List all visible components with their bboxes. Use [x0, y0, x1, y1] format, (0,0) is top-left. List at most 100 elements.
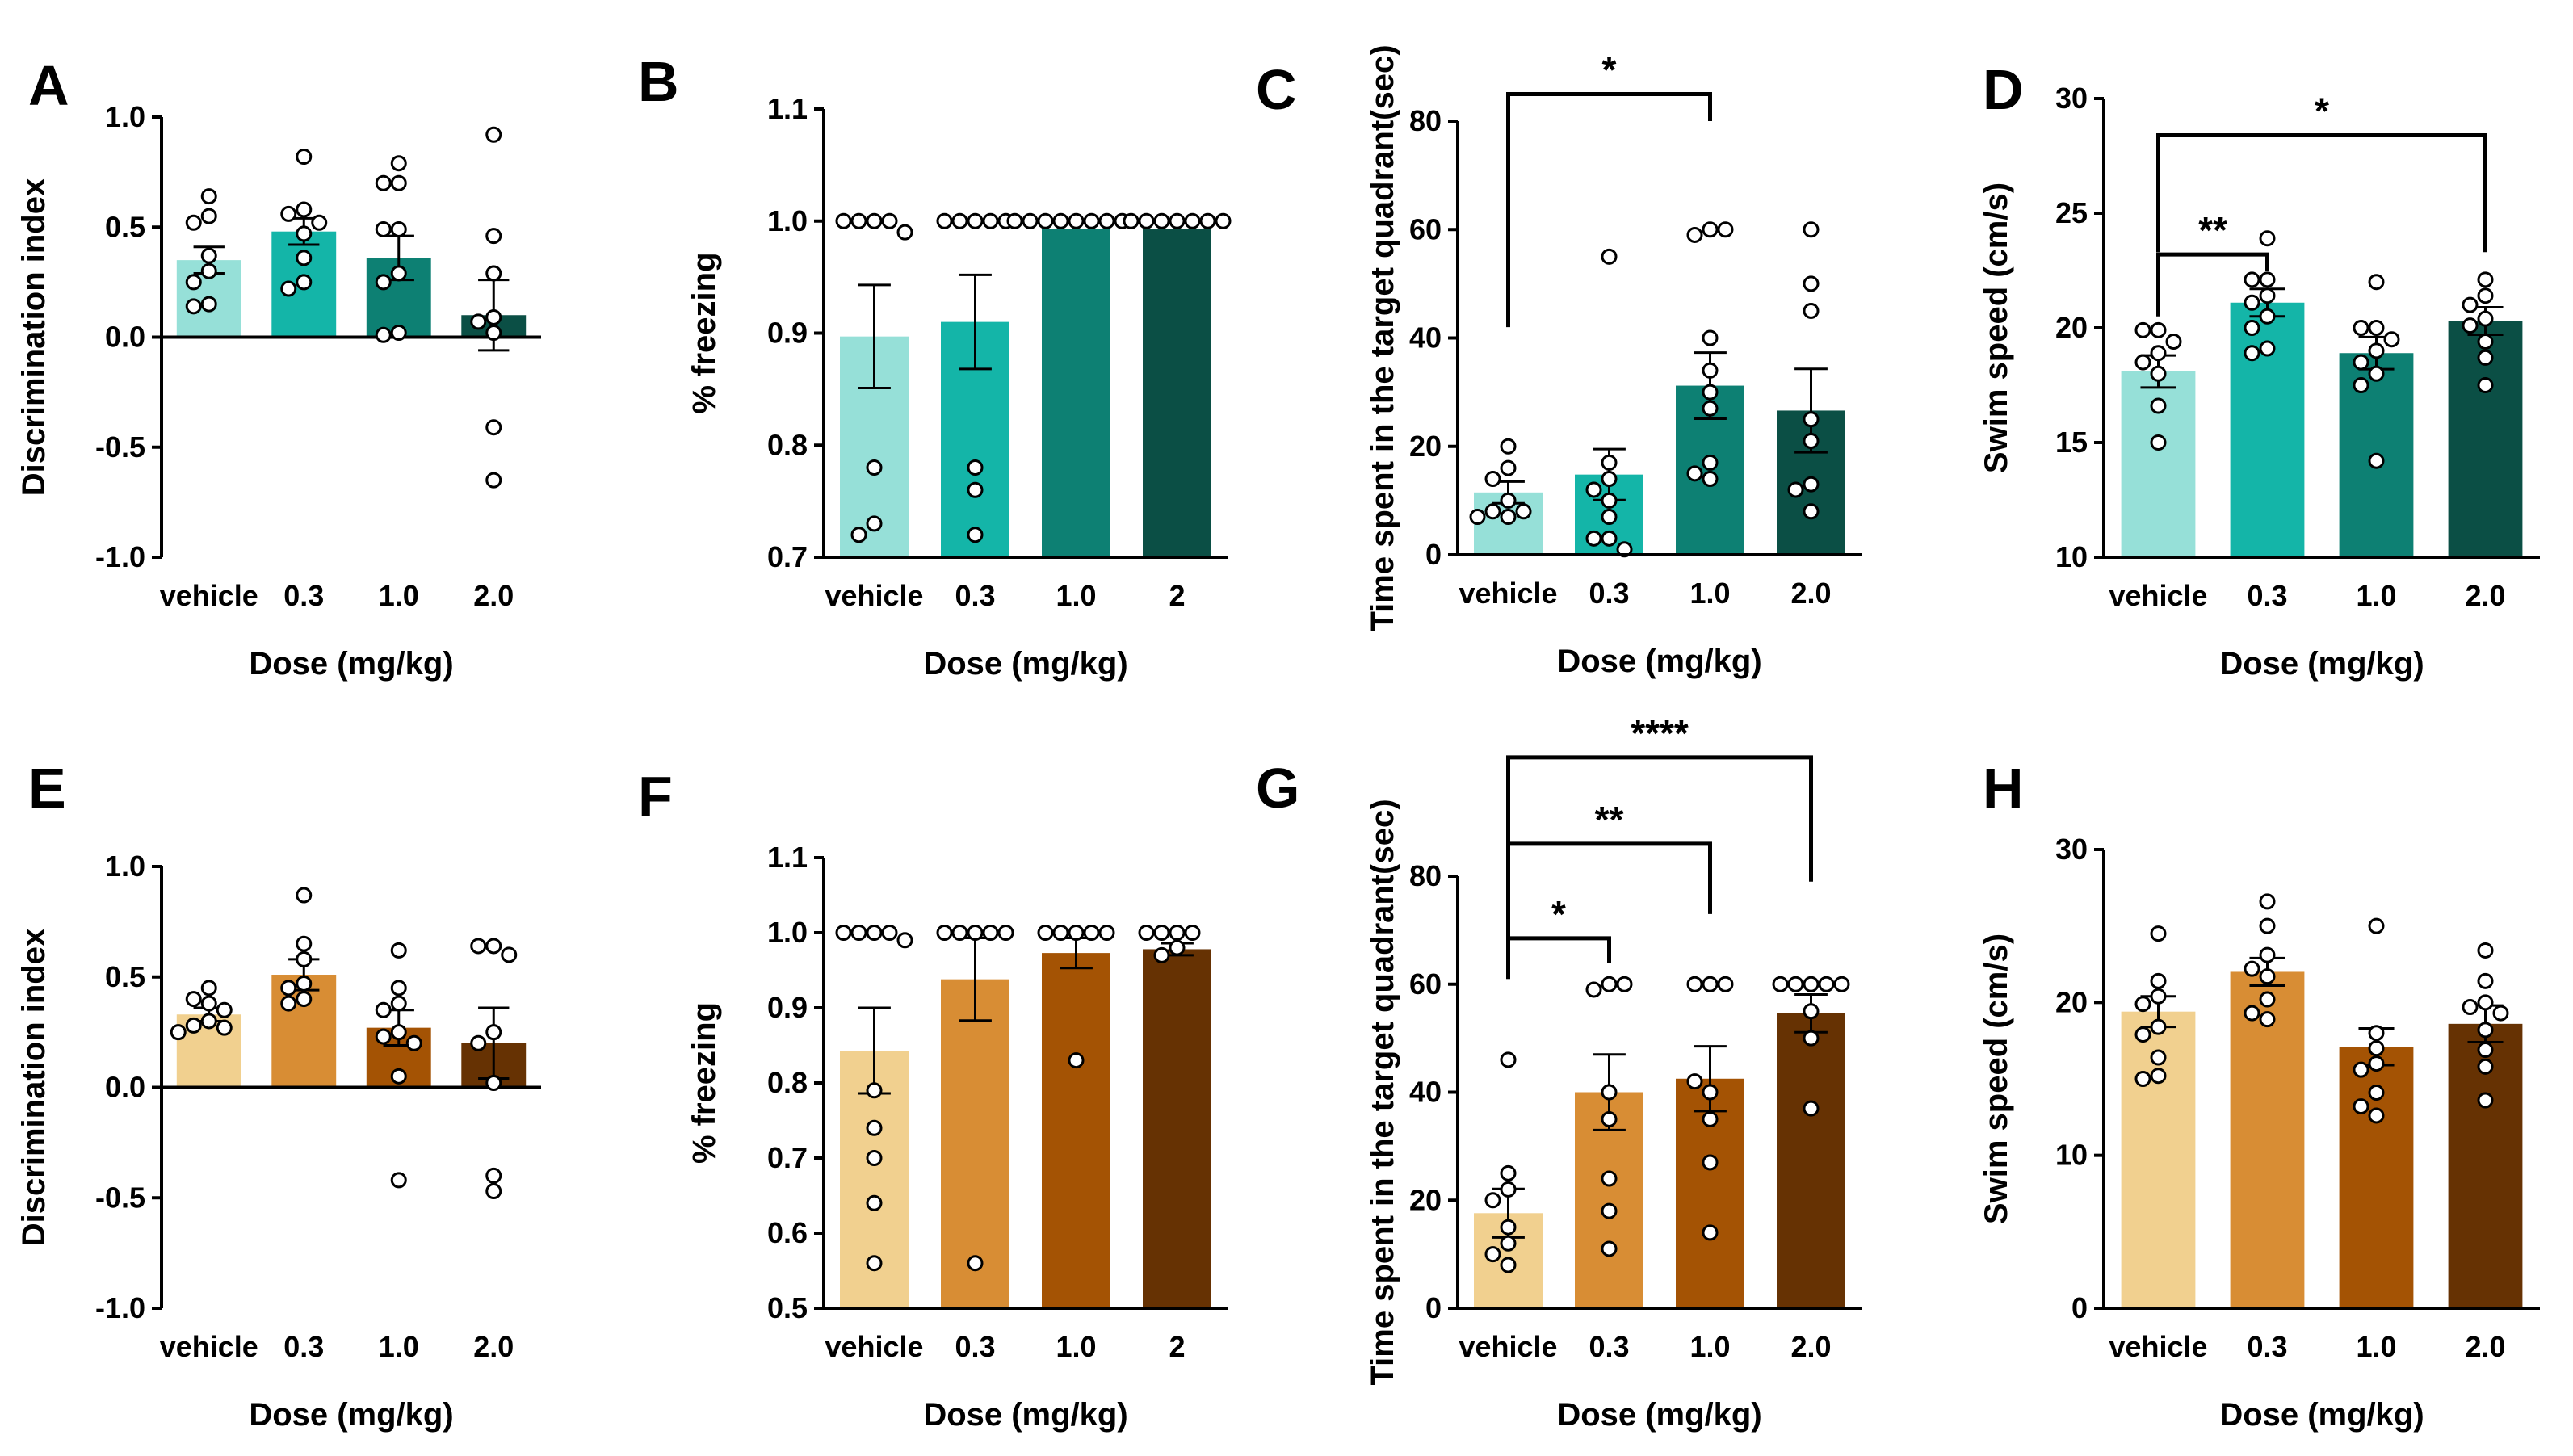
panel-letter: A [28, 54, 69, 117]
x-tick-label: 0.3 [1589, 1330, 1629, 1363]
data-point [2259, 968, 2276, 985]
data-points-1.0 [375, 155, 407, 343]
data-point [2259, 917, 2276, 934]
data-point [1184, 212, 1201, 229]
data-point [1022, 212, 1039, 229]
data-point [2259, 991, 2276, 1008]
data-point [1686, 1073, 1703, 1090]
data-point [296, 149, 313, 166]
data-point [1068, 925, 1085, 941]
x-tick-label: 2 [1169, 1330, 1185, 1363]
data-point [2368, 917, 2385, 934]
x-axis-label: Dose (mg/kg) [1557, 1397, 1761, 1433]
data-point [1037, 925, 1054, 941]
data-point [1083, 925, 1100, 941]
y-tick-label: 0.5 [105, 960, 145, 993]
data-point [1037, 212, 1054, 229]
data-point [390, 1024, 407, 1041]
y-tick-label: 0.5 [105, 210, 145, 243]
data-point [185, 991, 202, 1008]
data-point [375, 326, 392, 343]
data-point [1484, 503, 1501, 520]
significance-label: * [2315, 90, 2329, 132]
data-point [296, 201, 313, 218]
data-point [881, 925, 898, 941]
data-point [375, 220, 392, 237]
x-axis-label: Dose (mg/kg) [923, 646, 1127, 682]
data-point [1500, 492, 1517, 509]
data-point [485, 419, 502, 436]
data-point [216, 1001, 233, 1018]
data-point [1833, 976, 1850, 992]
data-point [2353, 354, 2369, 371]
error-bar-vehicle [858, 283, 891, 389]
x-tick-label: 0.3 [955, 579, 995, 612]
data-point [375, 1001, 392, 1018]
y-tick-label: 25 [2055, 196, 2088, 229]
data-point [866, 1150, 883, 1166]
data-points-vehicle [1484, 1051, 1517, 1273]
bar-2 [1143, 229, 1211, 557]
data-point [485, 1183, 502, 1200]
bar-0.3 [941, 979, 1009, 1308]
x-tick-label: 1.0 [2356, 1330, 2396, 1363]
data-points-2.0 [470, 938, 518, 1200]
y-tick-label: 30 [2055, 82, 2088, 115]
x-tick-label: 2.0 [2465, 579, 2505, 612]
data-point [1601, 1202, 1618, 1219]
data-point [1601, 1170, 1618, 1187]
significance-bracket: ** [1506, 799, 1712, 980]
y-axis-label: % freezing [686, 1002, 722, 1164]
y-tick-label: 40 [1409, 1076, 1442, 1109]
y-axis-label: Time spent in the target quadrant(sec) [1365, 44, 1400, 631]
panel-letter: E [28, 757, 66, 820]
data-points-2.0 [1772, 976, 1850, 1117]
data-point [1601, 471, 1618, 488]
data-points-1.0 [1037, 925, 1115, 1069]
significance-label: **** [1631, 712, 1689, 754]
data-point [1098, 212, 1115, 229]
data-point [2134, 354, 2151, 371]
x-tick-label: vehicle [2109, 579, 2207, 612]
data-point [967, 212, 984, 229]
x-tick-label: 0.3 [2247, 579, 2287, 612]
x-axis-label: Dose (mg/kg) [2219, 1397, 2424, 1433]
panel-letter: F [638, 765, 673, 828]
y-tick-label: 10 [2055, 1139, 2088, 1172]
bar-1.0 [1042, 953, 1110, 1308]
data-point [1484, 1246, 1501, 1263]
data-point [390, 220, 407, 237]
data-point [1138, 212, 1155, 229]
data-point [390, 174, 407, 191]
x-tick-label: vehicle [1459, 577, 1557, 610]
y-tick-label: 0 [2071, 1291, 2088, 1324]
y-tick-label: -1.0 [95, 1291, 145, 1324]
y-tick-label: 80 [1409, 859, 1442, 892]
panel-letter: H [1983, 757, 2024, 820]
y-tick-label: 1.0 [767, 204, 808, 237]
y-tick-label: 20 [2055, 311, 2088, 344]
x-tick-label: vehicle [1459, 1330, 1557, 1363]
y-tick-label: 0.0 [105, 1071, 145, 1104]
data-point [2368, 320, 2385, 336]
data-point [2259, 287, 2276, 304]
data-point [2462, 317, 2479, 334]
significance-label: ** [2198, 209, 2227, 251]
data-point [185, 298, 202, 315]
data-points-vehicle [2134, 321, 2182, 451]
data-point [1500, 1181, 1517, 1198]
panel-letter: C [1256, 58, 1297, 121]
data-point [1702, 1110, 1719, 1127]
y-axis-label: Swim speed (cm/s) [1979, 183, 2014, 473]
y-tick-label: -0.5 [95, 1181, 145, 1214]
data-point [850, 527, 867, 543]
data-point [1717, 221, 1734, 238]
data-point [1184, 925, 1201, 941]
data-points-0.3 [1585, 976, 1633, 1257]
data-point [1702, 329, 1719, 346]
data-points-vehicle [835, 212, 913, 543]
y-tick-label: 0.7 [767, 1141, 808, 1174]
data-point [1803, 1003, 1820, 1020]
data-point [1484, 471, 1501, 488]
